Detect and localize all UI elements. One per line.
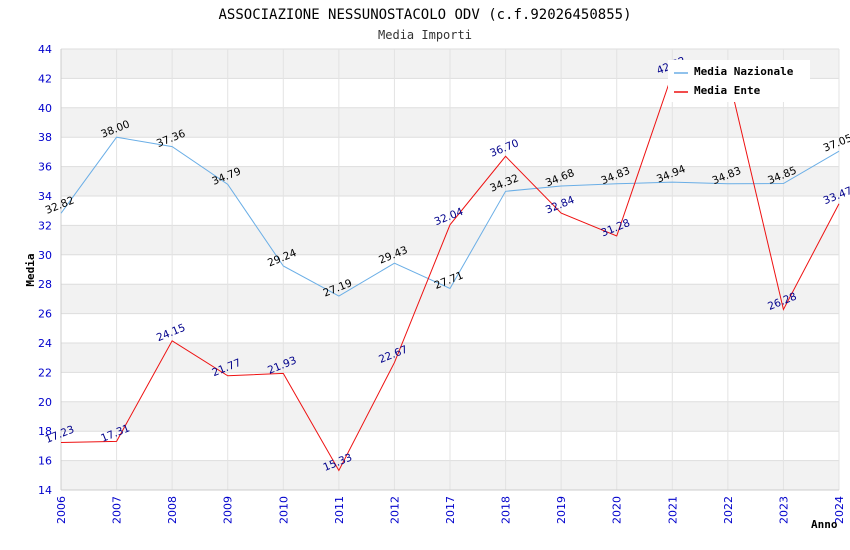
y-tick-label: 28 (38, 278, 52, 291)
y-axis-label: Media (24, 253, 37, 286)
y-tick-label: 20 (38, 396, 52, 409)
x-tick-label: 2007 (111, 496, 124, 524)
y-tick-label: 30 (38, 249, 52, 262)
x-tick-label: 2010 (277, 496, 290, 524)
series-line-nazionale (60, 136, 840, 297)
y-tick-label: 44 (38, 43, 52, 56)
legend-label-nazionale: Media Nazionale (694, 65, 794, 78)
x-tick-label: 2006 (55, 496, 68, 524)
x-tick-label: 2024 (833, 496, 846, 524)
y-tick-label: 40 (38, 102, 52, 115)
x-tick-label: 2019 (555, 496, 568, 524)
y-tick-label: 26 (38, 308, 52, 321)
chart-subtitle: Media Importi (378, 28, 472, 42)
x-tick-label: 2022 (722, 496, 735, 524)
x-tick-label: 2018 (500, 496, 513, 524)
legend-box (668, 60, 810, 102)
x-tick-label: 2012 (388, 496, 401, 524)
y-tick-label: 34 (38, 190, 52, 203)
y-tick-label: 42 (38, 72, 52, 85)
x-tick-label: 2011 (333, 496, 346, 524)
y-tick-label: 32 (38, 219, 52, 232)
x-tick-label: 2009 (222, 496, 235, 524)
x-tick-label: 2021 (666, 496, 679, 524)
y-tick-label: 38 (38, 131, 52, 144)
y-tick-label: 22 (38, 366, 52, 379)
x-tick-label: 2008 (166, 496, 179, 524)
x-tick-label: 2020 (611, 496, 624, 524)
chart-title: ASSOCIAZIONE NESSUNOSTACOLO ODV (c.f.920… (218, 7, 631, 23)
legend-label-ente: Media Ente (694, 84, 761, 97)
y-tick-label: 24 (38, 337, 52, 350)
x-tick-label: 2023 (777, 496, 790, 524)
y-tick-label: 36 (38, 161, 52, 174)
x-tick-label: 2017 (444, 496, 457, 524)
x-axis-label: Anno (811, 518, 838, 531)
y-tick-label: 16 (38, 455, 52, 468)
legend: Media Nazionale Media Ente (668, 60, 810, 102)
y-tick-label: 14 (38, 484, 52, 497)
y-tick-label: 18 (38, 425, 52, 438)
